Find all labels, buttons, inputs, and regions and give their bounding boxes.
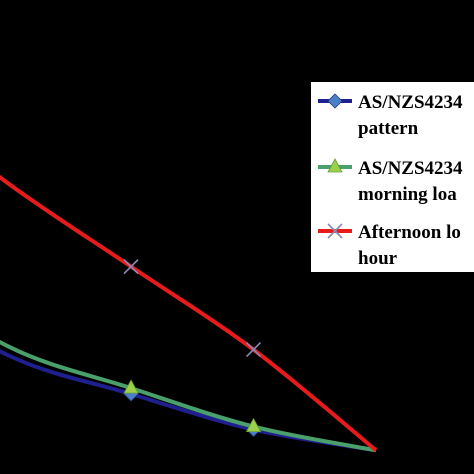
series-2	[0, 174, 378, 452]
legend-swatch-marker	[327, 158, 343, 173]
legend-entry: AS/NZS4234 morning loa	[318, 158, 463, 205]
legend: AS/NZS4234 pattern AS/NZS4234 morning loa Af…	[311, 82, 474, 272]
series-1	[0, 339, 377, 453]
plot-area	[0, 174, 378, 453]
legend-swatch-marker	[327, 93, 343, 109]
legend-entry: Afternoon lo hour	[318, 222, 461, 269]
legend-entry: AS/NZS4234 pattern	[318, 92, 463, 139]
data-point-marker	[245, 342, 262, 358]
legend-label: morning loa	[358, 184, 457, 205]
data-point-marker	[123, 259, 139, 275]
data-point-marker	[245, 417, 262, 433]
legend-label: AS/NZS4234	[358, 92, 463, 113]
legend-box	[311, 82, 474, 272]
legend-swatch-marker	[327, 223, 343, 239]
legend-label: AS/NZS4234	[358, 158, 463, 179]
data-point-marker	[123, 379, 139, 394]
legend-label: Afternoon lo	[358, 222, 461, 243]
legend-label: hour	[358, 248, 398, 269]
legend-label: pattern	[358, 118, 419, 139]
